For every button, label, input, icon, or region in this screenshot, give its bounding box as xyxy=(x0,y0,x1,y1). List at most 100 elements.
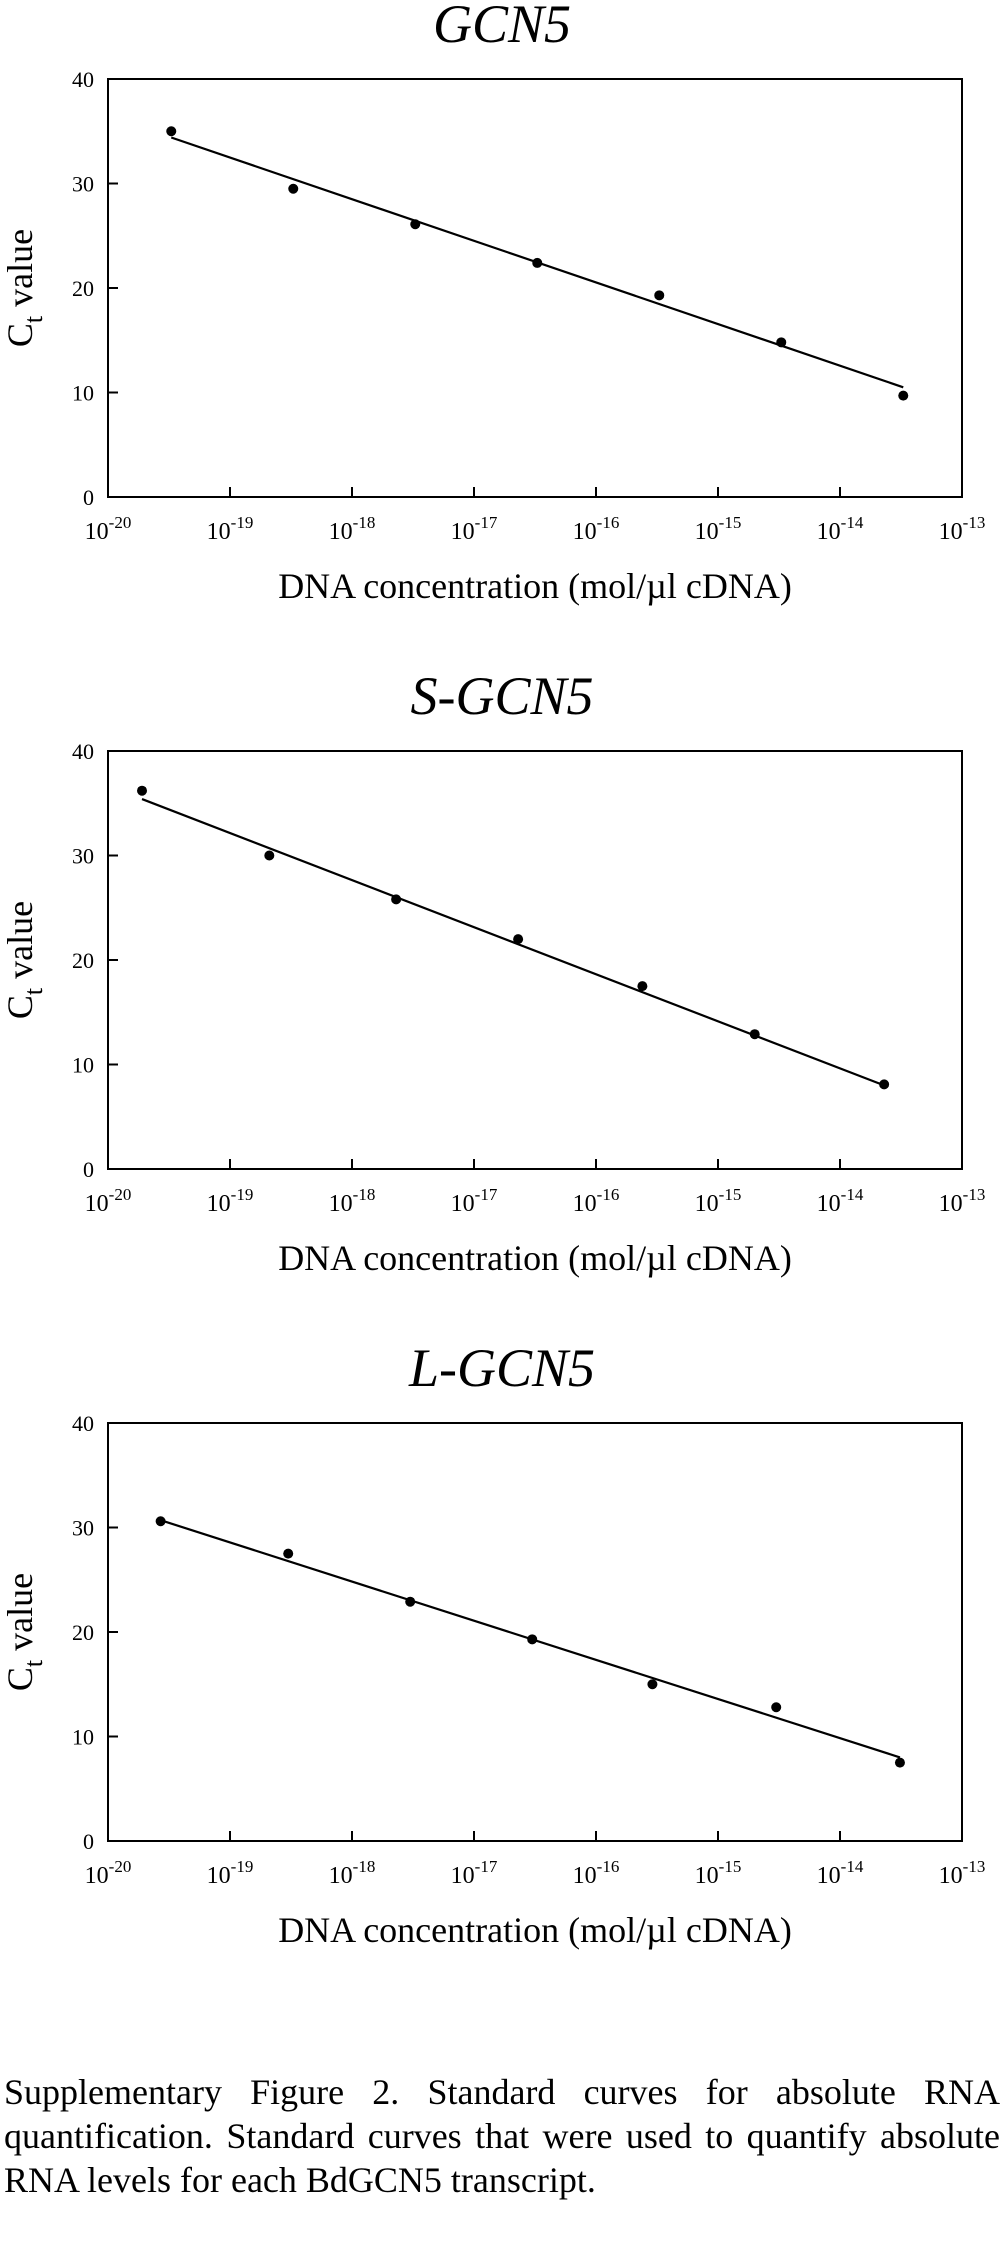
y-tick-label: 20 xyxy=(72,276,94,301)
y-tick-label: 30 xyxy=(72,844,94,869)
x-tick-label: 10-20 xyxy=(85,1857,132,1889)
x-tick-exponent: -18 xyxy=(353,513,376,532)
y-tick-label: 40 xyxy=(72,67,94,92)
x-tick-exponent: -20 xyxy=(109,513,132,532)
y-tick-label: 0 xyxy=(83,1829,94,1854)
data-point xyxy=(771,1702,782,1713)
data-point xyxy=(264,850,275,861)
y-tick-label: 0 xyxy=(83,1157,94,1182)
y-axis-label: Ct value xyxy=(0,1573,48,1691)
x-tick-base: 10 xyxy=(85,519,109,545)
x-tick-exponent: -18 xyxy=(353,1185,376,1204)
x-tick-label: 10-13 xyxy=(939,1185,986,1217)
x-tick-label: 10-19 xyxy=(207,1857,254,1889)
x-tick-base: 10 xyxy=(573,519,597,545)
data-point xyxy=(155,1516,166,1527)
y-tick-label: 30 xyxy=(72,172,94,197)
x-tick-label: 10-20 xyxy=(85,513,132,545)
x-tick-label: 10-15 xyxy=(695,1857,742,1889)
x-tick-exponent: -15 xyxy=(719,1185,742,1204)
y-axis-label-rest: value xyxy=(0,901,40,988)
x-tick-base: 10 xyxy=(817,519,841,545)
x-tick-base: 10 xyxy=(939,1863,963,1889)
data-point xyxy=(283,1548,294,1559)
x-tick-base: 10 xyxy=(329,1191,353,1217)
data-point xyxy=(894,1757,905,1768)
x-tick-label: 10-14 xyxy=(817,513,864,545)
x-tick-base: 10 xyxy=(85,1191,109,1217)
data-point xyxy=(532,257,543,268)
x-tick-exponent: -13 xyxy=(963,1857,986,1876)
y-tick-label: 40 xyxy=(72,1411,94,1436)
x-tick-base: 10 xyxy=(451,1191,475,1217)
x-tick-exponent: -15 xyxy=(719,1857,742,1876)
x-tick-exponent: -16 xyxy=(597,1185,620,1204)
x-tick-exponent: -19 xyxy=(231,1185,254,1204)
x-axis-ticks: 10-20 10-19 10-18 10-17 10-16 10-15 10-14 10-13 xyxy=(85,1159,986,1217)
y-axis-label-main: C xyxy=(0,995,40,1019)
data-series xyxy=(155,1516,905,1768)
x-tick-label: 10-16 xyxy=(573,1857,620,1889)
data-point xyxy=(166,126,177,137)
data-point xyxy=(749,1029,760,1040)
x-tick-exponent: -18 xyxy=(353,1857,376,1876)
x-tick-exponent: -16 xyxy=(597,1857,620,1876)
data-point xyxy=(288,183,299,194)
x-axis-label: DNA concentration (mol/µl cDNA) xyxy=(278,1910,792,1950)
x-tick-base: 10 xyxy=(695,1191,719,1217)
x-tick-label: 10-17 xyxy=(451,513,498,545)
data-series xyxy=(166,126,909,401)
x-tick-base: 10 xyxy=(207,1191,231,1217)
data-point xyxy=(410,219,421,230)
y-tick-label: 30 xyxy=(72,1516,94,1541)
x-tick-base: 10 xyxy=(695,1863,719,1889)
x-tick-base: 10 xyxy=(939,519,963,545)
x-tick-label: 10-20 xyxy=(85,1185,132,1217)
x-tick-label: 10-13 xyxy=(939,513,986,545)
plot-area-frame xyxy=(107,78,963,498)
y-axis-ticks: 0 10 20 30 40 xyxy=(72,739,118,1182)
x-tick-base: 10 xyxy=(207,519,231,545)
x-tick-base: 10 xyxy=(451,519,475,545)
data-point xyxy=(527,1634,538,1645)
x-axis-ticks: 10-20 10-19 10-18 10-17 10-16 10-15 10-14 10-13 xyxy=(85,487,986,545)
chart-panel-gcn5: GCN5 0 10 20 30 40 10-20 10-19 10-18 10-17 10-16… xyxy=(0,0,1004,670)
x-tick-base: 10 xyxy=(451,1863,475,1889)
x-axis-label: DNA concentration (mol/µl cDNA) xyxy=(278,566,792,606)
x-tick-label: 10-16 xyxy=(573,513,620,545)
data-point xyxy=(137,785,148,796)
y-axis-label-sub: t xyxy=(19,315,48,323)
y-tick-label: 0 xyxy=(83,485,94,510)
x-tick-label: 10-16 xyxy=(573,1185,620,1217)
data-point xyxy=(647,1679,658,1690)
y-axis-label-sub: t xyxy=(19,987,48,995)
data-point xyxy=(776,337,787,348)
x-tick-base: 10 xyxy=(329,1863,353,1889)
x-tick-exponent: -19 xyxy=(231,513,254,532)
y-axis-label-main: C xyxy=(0,323,40,347)
data-point xyxy=(879,1079,890,1090)
x-tick-base: 10 xyxy=(573,1191,597,1217)
x-tick-label: 10-18 xyxy=(329,513,376,545)
x-tick-exponent: -19 xyxy=(231,1857,254,1876)
chart-panel-s-gcn5: S-GCN5 0 10 20 30 40 10-20 10-19 10-18 10-17 10-… xyxy=(0,672,1004,1342)
y-tick-label: 10 xyxy=(72,1725,94,1750)
x-tick-exponent: -15 xyxy=(719,513,742,532)
y-tick-label: 20 xyxy=(72,1620,94,1645)
data-series xyxy=(137,785,890,1090)
x-axis-label: DNA concentration (mol/µl cDNA) xyxy=(278,1238,792,1278)
x-tick-exponent: -14 xyxy=(841,1857,864,1876)
chart-title: L-GCN5 xyxy=(408,1344,595,1398)
x-tick-base: 10 xyxy=(329,519,353,545)
x-tick-label: 10-15 xyxy=(695,513,742,545)
x-tick-exponent: -13 xyxy=(963,513,986,532)
data-point xyxy=(391,894,402,905)
x-tick-exponent: -16 xyxy=(597,513,620,532)
x-tick-exponent: -14 xyxy=(841,513,864,532)
y-axis-label-main: C xyxy=(0,1667,40,1691)
y-axis-label-rest: value xyxy=(0,1573,40,1660)
plot-area-frame xyxy=(107,750,963,1170)
x-tick-label: 10-18 xyxy=(329,1857,376,1889)
data-point xyxy=(637,981,648,992)
